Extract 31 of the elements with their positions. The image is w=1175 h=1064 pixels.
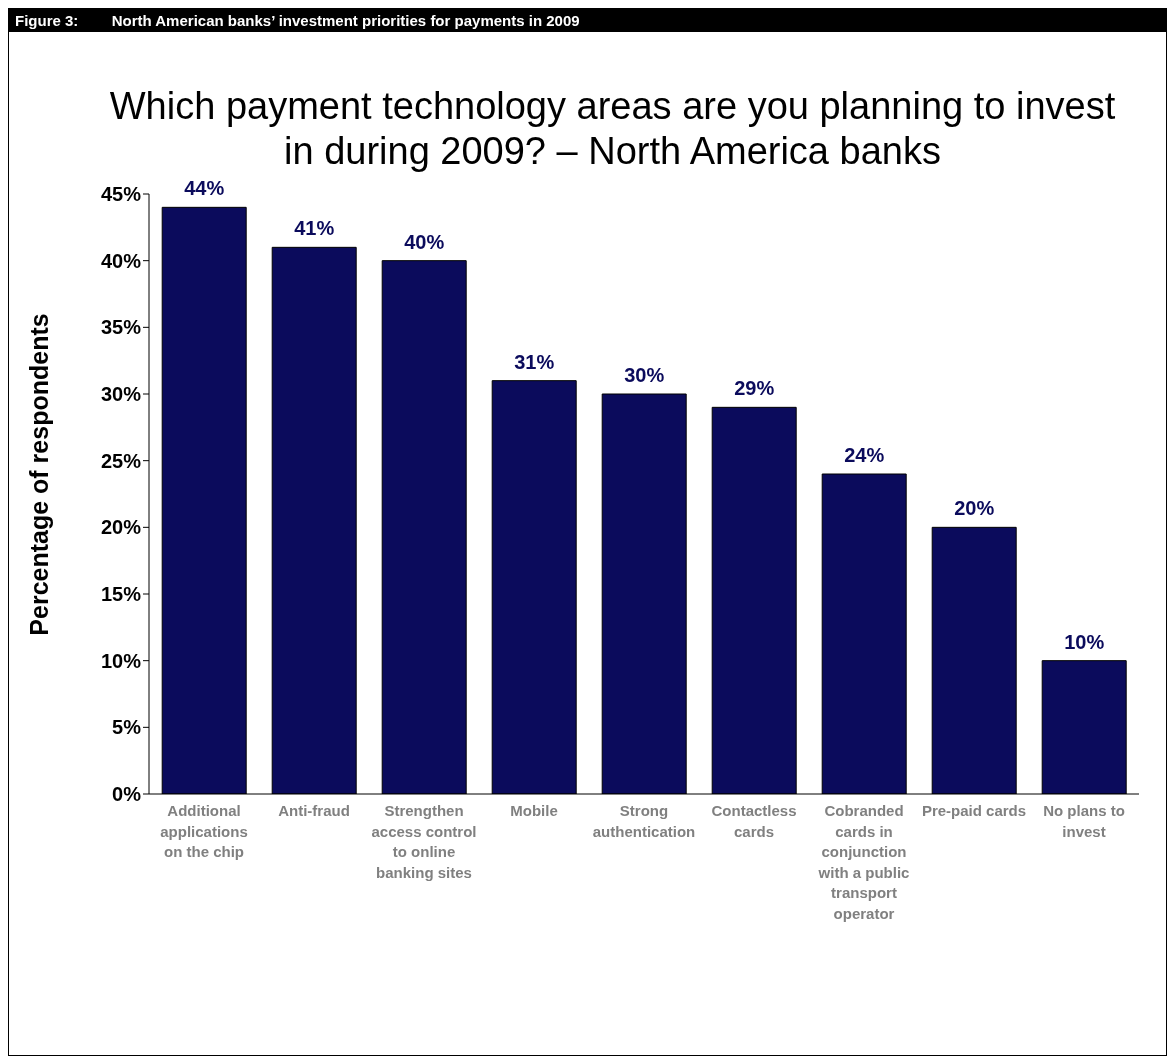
- x-tick-label: Pre-paid cards: [921, 802, 1027, 819]
- data-label: 10%: [1064, 630, 1105, 653]
- x-tick-label: Strong authentication: [592, 802, 696, 840]
- x-tick-label: Anti-fraud: [278, 802, 350, 819]
- y-axis-title: Percentage of respondents: [24, 312, 54, 636]
- y-tick-label: 30%: [100, 383, 142, 406]
- x-tick-label: Strengthen access control to online banking sites: [371, 802, 477, 881]
- data-label: 31%: [514, 350, 555, 373]
- data-label: 41%: [294, 217, 335, 240]
- y-tick-label: 25%: [100, 449, 142, 472]
- y-tick-label: 35%: [100, 316, 142, 339]
- y-tick-label: 15%: [100, 583, 142, 606]
- y-tick-label: 5%: [112, 716, 142, 739]
- x-tick-label: Mobile: [510, 802, 558, 819]
- chart-title: Figure 3: North American banks’ investment priorities for payments in 2009: [9, 9, 1166, 32]
- x-tick-label: Additional applications on the chip: [160, 802, 248, 860]
- y-tick-label: 40%: [100, 249, 142, 272]
- data-label: 20%: [954, 497, 995, 520]
- chart-subtitle: Which payment technology areas are you planning to invest in during 2009? – North America banks: [108, 84, 1117, 174]
- y-tick-label: 0%: [112, 783, 142, 806]
- y-tick-label: 45%: [100, 183, 142, 206]
- data-label: 44%: [184, 177, 225, 200]
- data-label: 40%: [404, 230, 445, 253]
- x-tick-label: Contactless cards: [711, 802, 797, 840]
- data-label: 24%: [844, 444, 885, 466]
- y-tick-label: 20%: [100, 516, 142, 539]
- data-label: 30%: [624, 364, 665, 386]
- y-tick-label: 10%: [100, 649, 142, 672]
- x-tick-label: Cobranded cards in conjunction with a public transport operator: [817, 802, 910, 922]
- x-tick-label: No plans to invest: [1043, 802, 1125, 840]
- data-label: 29%: [734, 377, 775, 400]
